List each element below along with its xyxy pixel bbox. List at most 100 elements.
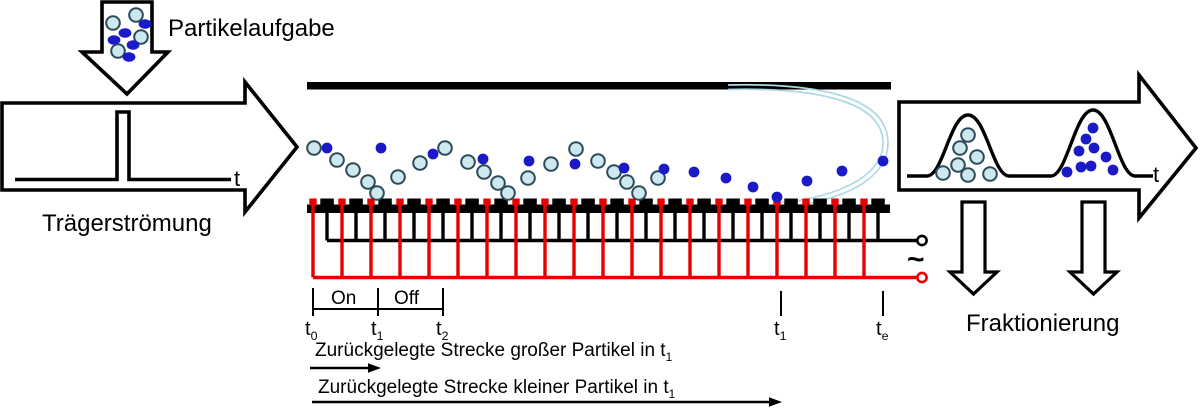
particle-large (950, 157, 966, 173)
electrode-tooth (407, 198, 421, 206)
electrode-tip-red (541, 198, 549, 206)
electrode-tip-red (367, 198, 375, 206)
feed-particles (105, 7, 152, 62)
particle-large (369, 185, 385, 201)
channel-top-wall (307, 82, 891, 90)
electrode-tip-red (396, 198, 404, 206)
particle-small (658, 163, 670, 175)
label-te: te (876, 318, 889, 343)
terminal-black (916, 234, 928, 247)
particle-large (952, 140, 968, 156)
label-t1-right: t1 (774, 318, 787, 343)
electrode-tooth (465, 198, 479, 206)
electrode-tooth (668, 198, 682, 206)
particle-small (107, 35, 121, 45)
particle-small (1100, 151, 1112, 163)
particle-large (105, 15, 121, 31)
electrode-tooth (784, 198, 798, 206)
label-distance-large: Zurückgelegte Strecke großer Partikel in… (315, 340, 673, 364)
particle-small (122, 52, 136, 62)
carrier-arrow-outline (0, 76, 300, 218)
particle-large (500, 185, 516, 201)
label-t2: t2 (436, 318, 449, 343)
electrode-tooth (581, 198, 595, 206)
electrode-tooth (610, 198, 624, 206)
electrode-tooth (755, 198, 769, 206)
label-t-outlet: t (1153, 162, 1160, 187)
outlet-particles (935, 122, 1119, 183)
particle-large (960, 127, 976, 143)
particle-small (126, 40, 140, 50)
electrode-tooth (320, 198, 334, 206)
particle-small (801, 175, 813, 187)
electrode-tip-red (715, 198, 723, 206)
label-ac-source: ~ (907, 243, 925, 276)
particle-large (619, 174, 635, 190)
particle-small (1075, 161, 1087, 173)
particle-large (306, 140, 322, 156)
electrode-tip-red (831, 198, 839, 206)
electrode-tooth (552, 198, 566, 206)
electrode-tip-red (512, 198, 520, 206)
electrode-tooth (813, 198, 827, 206)
label-on: On (331, 288, 357, 309)
label-fraktionierung: Fraktionierung (966, 310, 1120, 337)
particle-large (412, 155, 428, 171)
electrode-tip-red (860, 198, 868, 206)
particle-large (969, 149, 985, 165)
particle-small (1087, 122, 1099, 134)
particle-small (138, 19, 152, 29)
electrode-tooth (523, 198, 537, 206)
flow-curve-inner (727, 88, 884, 204)
electrode-tip-red (657, 198, 665, 206)
electrode-tooth (494, 198, 508, 206)
particle-small (618, 162, 630, 174)
particle-large (490, 175, 506, 191)
electrode-tooth (697, 198, 711, 206)
particle-large (568, 141, 584, 157)
particle-large (520, 170, 536, 186)
particle-small (720, 172, 732, 184)
particle-large (345, 162, 361, 178)
particle-small (569, 158, 581, 170)
particle-large (631, 185, 647, 201)
particle-small (1061, 166, 1073, 178)
distance-arrows (310, 363, 782, 407)
particle-small (1085, 160, 1097, 172)
carrier-pulse-signal (15, 110, 231, 182)
electrode-tooth (842, 198, 856, 206)
channel-particles (306, 140, 889, 203)
particle-small (771, 191, 783, 203)
electrode-tooth (871, 198, 885, 206)
particle-large (133, 29, 149, 45)
particle-small (118, 28, 132, 38)
electrode-tooth (436, 198, 450, 206)
label-partikelaufgabe: Partikelaufgabe (168, 15, 335, 42)
label-t1: t1 (371, 318, 384, 343)
elution-peaks-curve (907, 108, 1153, 178)
particle-large (128, 7, 144, 23)
particle-large (390, 169, 406, 185)
electrode-tip-red (454, 198, 462, 206)
electrode-tip-red (570, 198, 578, 206)
particle-small (1088, 142, 1100, 154)
particle-small (1107, 164, 1119, 176)
label-off: Off (394, 288, 419, 309)
label-t0: t0 (305, 318, 318, 343)
particle-large (329, 152, 345, 168)
electrode-tooth (639, 198, 653, 206)
particle-large (650, 170, 666, 186)
outlet-arrow-outline (897, 69, 1199, 224)
particle-small (1073, 145, 1085, 157)
fraction-arrow-2 (1065, 200, 1122, 297)
distance-arrow-small-head (769, 397, 782, 407)
electrode-bar (307, 204, 890, 213)
electrode-tip-red (338, 198, 346, 206)
particle-large (437, 140, 453, 156)
particle-small (375, 142, 387, 154)
particle-large (460, 154, 476, 170)
electrode-tip-red (628, 198, 636, 206)
label-distance-small: Zurückgelegte Strecke kleiner Partikel i… (318, 377, 676, 401)
